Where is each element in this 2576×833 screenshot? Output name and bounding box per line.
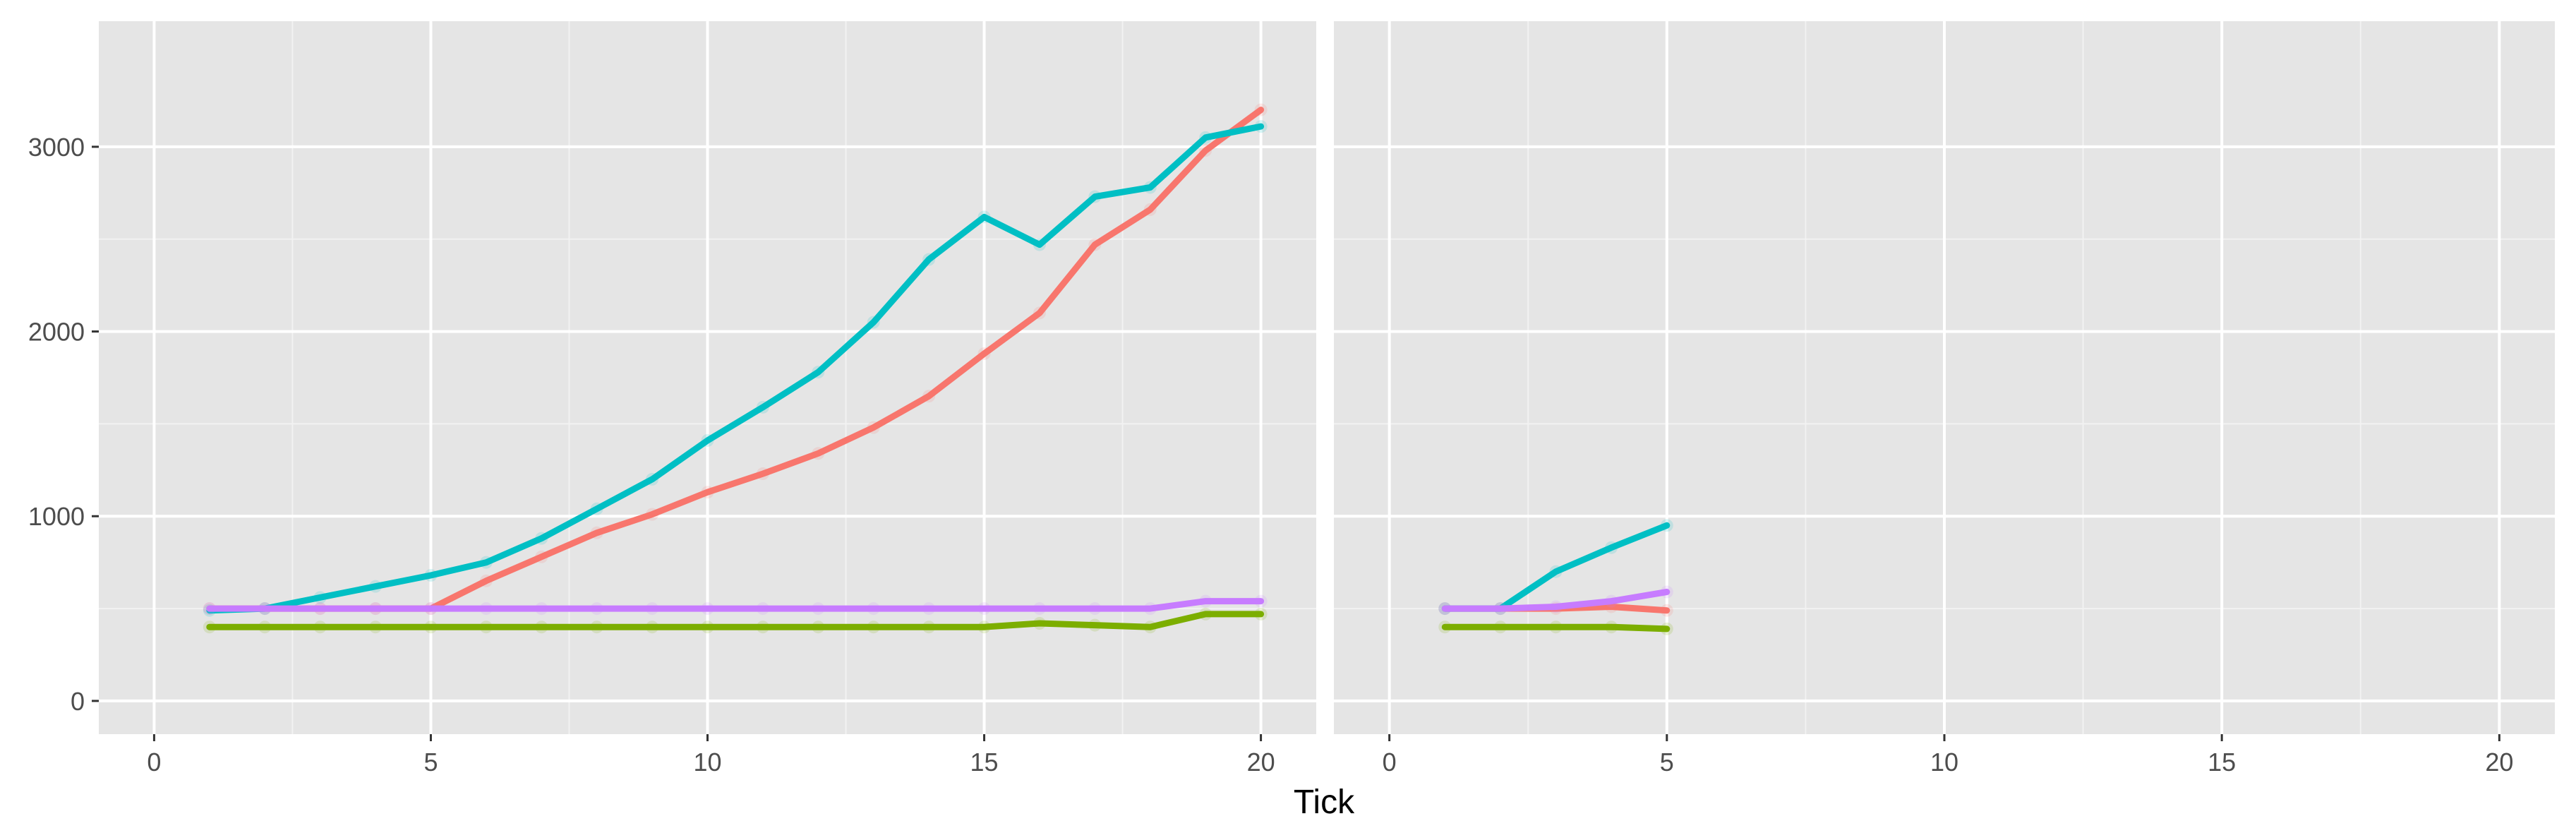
x-axis-title: Tick bbox=[1294, 784, 1355, 821]
x-tick-label: 5 bbox=[423, 748, 438, 777]
series-line-2 bbox=[206, 123, 1265, 614]
panel-1: 0 5 10 15 20 0 1000 2000 3000 bbox=[28, 21, 1316, 777]
series-line-3 bbox=[1441, 623, 1671, 633]
series-line-4 bbox=[206, 598, 1265, 612]
y-tick-label: 3000 bbox=[28, 133, 85, 162]
y-tick-label: 1000 bbox=[28, 502, 85, 531]
panel-2: 0 5 10 15 20 bbox=[1334, 21, 2555, 777]
x-tick-label: 0 bbox=[147, 748, 161, 777]
x-tick-label: 5 bbox=[1660, 748, 1674, 777]
y-tick-label: 2000 bbox=[28, 318, 85, 347]
y-tick-label: 0 bbox=[71, 687, 85, 716]
x-tick-label: 20 bbox=[1247, 748, 1275, 777]
x-tick-label: 15 bbox=[2208, 748, 2236, 777]
panels-layer: 0 5 10 15 20 0 1000 2000 3000 0 5 10 15 20 bbox=[28, 21, 2555, 777]
series-line-4 bbox=[1441, 589, 1671, 612]
x-tick-label: 10 bbox=[693, 748, 721, 777]
x-tick-label: 15 bbox=[970, 748, 999, 777]
x-tick-label: 20 bbox=[2485, 748, 2513, 777]
series-line-3 bbox=[206, 611, 1265, 630]
x-tick-label: 10 bbox=[1930, 748, 1958, 777]
x-tick-label: 0 bbox=[1383, 748, 1397, 777]
